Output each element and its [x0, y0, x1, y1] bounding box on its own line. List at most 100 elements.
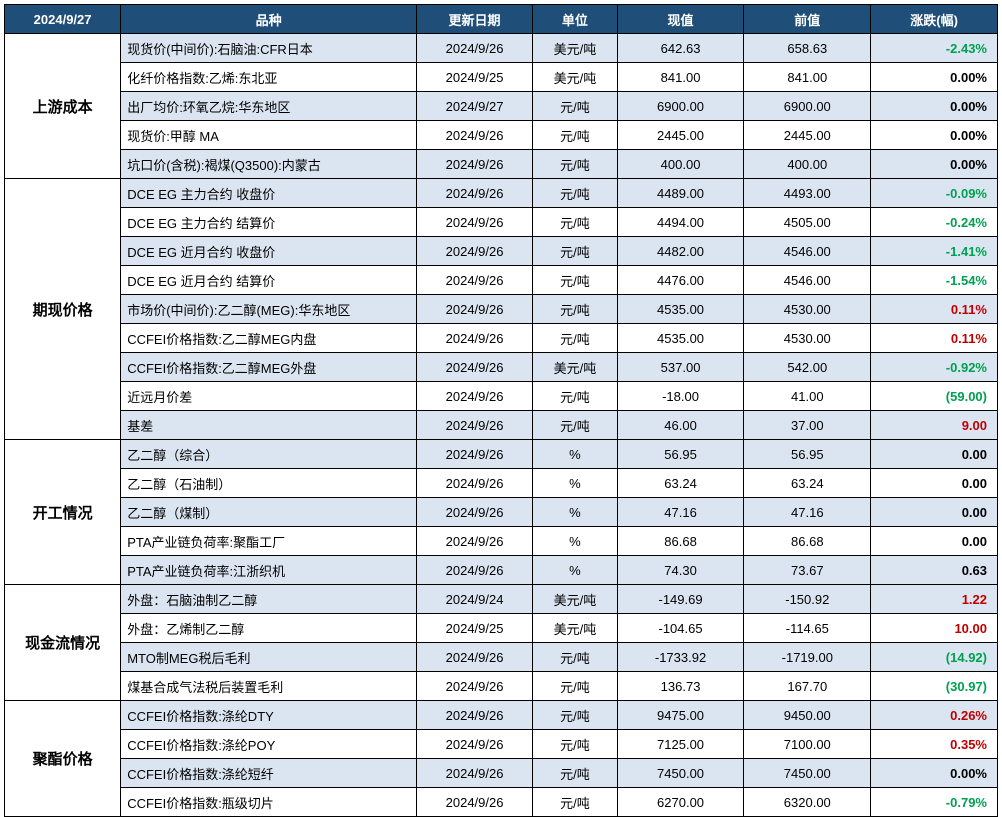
table-row: CCFEI价格指数:瓶级切片2024/9/26元/吨6270.006320.00…: [5, 788, 998, 817]
name-cell: CCFEI价格指数:瓶级切片: [121, 788, 417, 817]
name-cell: 外盘：石脑油制乙二醇: [121, 585, 417, 614]
table-row: 出厂均价:环氧乙烷:华东地区2024/9/27元/吨6900.006900.00…: [5, 92, 998, 121]
unit-cell: %: [533, 498, 618, 527]
prev-cell: 86.68: [744, 527, 871, 556]
category-cell: 聚酯价格: [5, 701, 121, 817]
cur-cell: -149.69: [617, 585, 744, 614]
date-cell: 2024/9/26: [416, 295, 532, 324]
prev-cell: 542.00: [744, 353, 871, 382]
cur-cell: 400.00: [617, 150, 744, 179]
prev-cell: 4530.00: [744, 324, 871, 353]
name-cell: DCE EG 主力合约 结算价: [121, 208, 417, 237]
change-cell: 0.00: [871, 498, 998, 527]
hdr-unit: 单位: [533, 5, 618, 34]
cur-cell: 136.73: [617, 672, 744, 701]
prev-cell: 4493.00: [744, 179, 871, 208]
unit-cell: 元/吨: [533, 411, 618, 440]
change-cell: 0.63: [871, 556, 998, 585]
table-row: 期现价格DCE EG 主力合约 收盘价2024/9/26元/吨4489.0044…: [5, 179, 998, 208]
unit-cell: 元/吨: [533, 788, 618, 817]
category-cell: 上游成本: [5, 34, 121, 179]
unit-cell: 元/吨: [533, 382, 618, 411]
name-cell: CCFEI价格指数:涤纶DTY: [121, 701, 417, 730]
date-cell: 2024/9/26: [416, 498, 532, 527]
date-cell: 2024/9/26: [416, 759, 532, 788]
unit-cell: 元/吨: [533, 208, 618, 237]
prev-cell: 400.00: [744, 150, 871, 179]
change-cell: 0.00%: [871, 92, 998, 121]
cur-cell: 4494.00: [617, 208, 744, 237]
unit-cell: 美元/吨: [533, 585, 618, 614]
cur-cell: 46.00: [617, 411, 744, 440]
table-row: CCFEI价格指数:乙二醇MEG外盘2024/9/26美元/吨537.00542…: [5, 353, 998, 382]
table-row: CCFEI价格指数:涤纶短纤2024/9/26元/吨7450.007450.00…: [5, 759, 998, 788]
unit-cell: 元/吨: [533, 672, 618, 701]
change-cell: (59.00): [871, 382, 998, 411]
date-cell: 2024/9/26: [416, 672, 532, 701]
name-cell: 外盘：乙烯制乙二醇: [121, 614, 417, 643]
unit-cell: 美元/吨: [533, 63, 618, 92]
unit-cell: 元/吨: [533, 643, 618, 672]
category-cell: 开工情况: [5, 440, 121, 585]
change-cell: -0.79%: [871, 788, 998, 817]
unit-cell: 元/吨: [533, 295, 618, 324]
prev-cell: 4546.00: [744, 237, 871, 266]
prev-cell: 63.24: [744, 469, 871, 498]
change-cell: 0.26%: [871, 701, 998, 730]
prev-cell: 7100.00: [744, 730, 871, 759]
change-cell: 0.00%: [871, 759, 998, 788]
change-cell: 0.00%: [871, 63, 998, 92]
change-cell: -0.92%: [871, 353, 998, 382]
name-cell: 市场价(中间价):乙二醇(MEG):华东地区: [121, 295, 417, 324]
prev-cell: 37.00: [744, 411, 871, 440]
unit-cell: 元/吨: [533, 121, 618, 150]
date-cell: 2024/9/26: [416, 382, 532, 411]
prev-cell: 2445.00: [744, 121, 871, 150]
unit-cell: 元/吨: [533, 92, 618, 121]
unit-cell: %: [533, 440, 618, 469]
cur-cell: 642.63: [617, 34, 744, 63]
change-cell: -1.54%: [871, 266, 998, 295]
cur-cell: 841.00: [617, 63, 744, 92]
change-cell: 9.00: [871, 411, 998, 440]
hdr-cur: 现值: [617, 5, 744, 34]
change-cell: -0.24%: [871, 208, 998, 237]
name-cell: 煤基合成气法税后装置毛利: [121, 672, 417, 701]
date-cell: 2024/9/26: [416, 643, 532, 672]
change-cell: (14.92): [871, 643, 998, 672]
prev-cell: 56.95: [744, 440, 871, 469]
name-cell: 现货价:甲醇 MA: [121, 121, 417, 150]
date-cell: 2024/9/27: [416, 92, 532, 121]
date-cell: 2024/9/25: [416, 614, 532, 643]
prev-cell: 9450.00: [744, 701, 871, 730]
unit-cell: 美元/吨: [533, 614, 618, 643]
table-row: PTA产业链负荷率:江浙织机2024/9/26%74.3073.670.63: [5, 556, 998, 585]
change-cell: 0.00%: [871, 150, 998, 179]
name-cell: CCFEI价格指数:涤纶POY: [121, 730, 417, 759]
unit-cell: 元/吨: [533, 150, 618, 179]
table-row: 上游成本现货价(中间价):石脑油:CFR日本2024/9/26美元/吨642.6…: [5, 34, 998, 63]
name-cell: CCFEI价格指数:乙二醇MEG内盘: [121, 324, 417, 353]
category-cell: 期现价格: [5, 179, 121, 440]
date-cell: 2024/9/26: [416, 440, 532, 469]
date-cell: 2024/9/26: [416, 208, 532, 237]
cur-cell: -18.00: [617, 382, 744, 411]
name-cell: 乙二醇（煤制）: [121, 498, 417, 527]
prev-cell: 6900.00: [744, 92, 871, 121]
unit-cell: %: [533, 527, 618, 556]
table-row: 基差2024/9/26元/吨46.0037.009.00: [5, 411, 998, 440]
name-cell: 现货价(中间价):石脑油:CFR日本: [121, 34, 417, 63]
table-row: 现金流情况外盘：石脑油制乙二醇2024/9/24美元/吨-149.69-150.…: [5, 585, 998, 614]
unit-cell: %: [533, 469, 618, 498]
prev-cell: 73.67: [744, 556, 871, 585]
cur-cell: -104.65: [617, 614, 744, 643]
table-row: 市场价(中间价):乙二醇(MEG):华东地区2024/9/26元/吨4535.0…: [5, 295, 998, 324]
unit-cell: %: [533, 556, 618, 585]
cur-cell: 47.16: [617, 498, 744, 527]
unit-cell: 元/吨: [533, 730, 618, 759]
table-row: DCE EG 主力合约 结算价2024/9/26元/吨4494.004505.0…: [5, 208, 998, 237]
cur-cell: 2445.00: [617, 121, 744, 150]
category-cell: 现金流情况: [5, 585, 121, 701]
date-cell: 2024/9/26: [416, 150, 532, 179]
change-cell: -2.43%: [871, 34, 998, 63]
